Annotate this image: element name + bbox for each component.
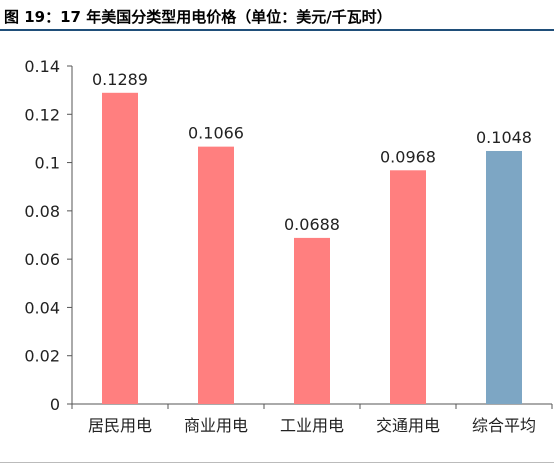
title-bar: 图 19：17 年美国分类型用电价格（单位：美元/千瓦时） <box>0 0 554 31</box>
y-tick-label: 0.12 <box>24 105 60 124</box>
bar <box>486 150 522 404</box>
y-axis: 0 0.02 0.04 0.06 0.08 0.1 0.12 0.14 <box>24 57 73 414</box>
bar-chart: 0 0.02 0.04 0.06 0.08 0.1 0.12 0.14 居民用电 商业用电 工业用… <box>24 57 553 435</box>
bottom-divider <box>0 462 554 463</box>
x-category-label: 居民用电 <box>88 416 152 435</box>
bar <box>390 170 426 404</box>
y-tick-label: 0.08 <box>24 202 60 221</box>
x-category-label: 交通用电 <box>376 416 440 435</box>
figure-title: 图 19：17 年美国分类型用电价格（单位：美元/千瓦时） <box>4 8 392 26</box>
bar-value-label: 0.1066 <box>188 124 244 143</box>
bar <box>102 92 138 404</box>
x-category-label: 商业用电 <box>184 416 248 435</box>
y-tick-label: 0.06 <box>24 250 60 269</box>
bar <box>294 237 330 404</box>
bar-value-label: 0.0688 <box>284 215 340 234</box>
data-labels: 0.1289 0.1066 0.0688 0.0968 0.1048 <box>92 70 532 234</box>
y-tick-label: 0.14 <box>24 57 60 76</box>
bar-value-label: 0.1048 <box>476 128 532 147</box>
y-tick-label: 0.02 <box>24 347 60 366</box>
y-tick-label: 0.04 <box>24 298 60 317</box>
bar-value-label: 0.0968 <box>380 147 436 166</box>
bar <box>198 146 234 404</box>
y-tick-label: 0 <box>50 395 60 414</box>
x-category-label: 综合平均 <box>472 416 536 435</box>
bar-value-label: 0.1289 <box>92 70 148 89</box>
x-category-label: 工业用电 <box>280 416 344 435</box>
y-tick-label: 0.1 <box>35 154 60 173</box>
bars <box>102 92 522 404</box>
x-axis: 居民用电 商业用电 工业用电 交通用电 综合平均 <box>71 403 553 435</box>
